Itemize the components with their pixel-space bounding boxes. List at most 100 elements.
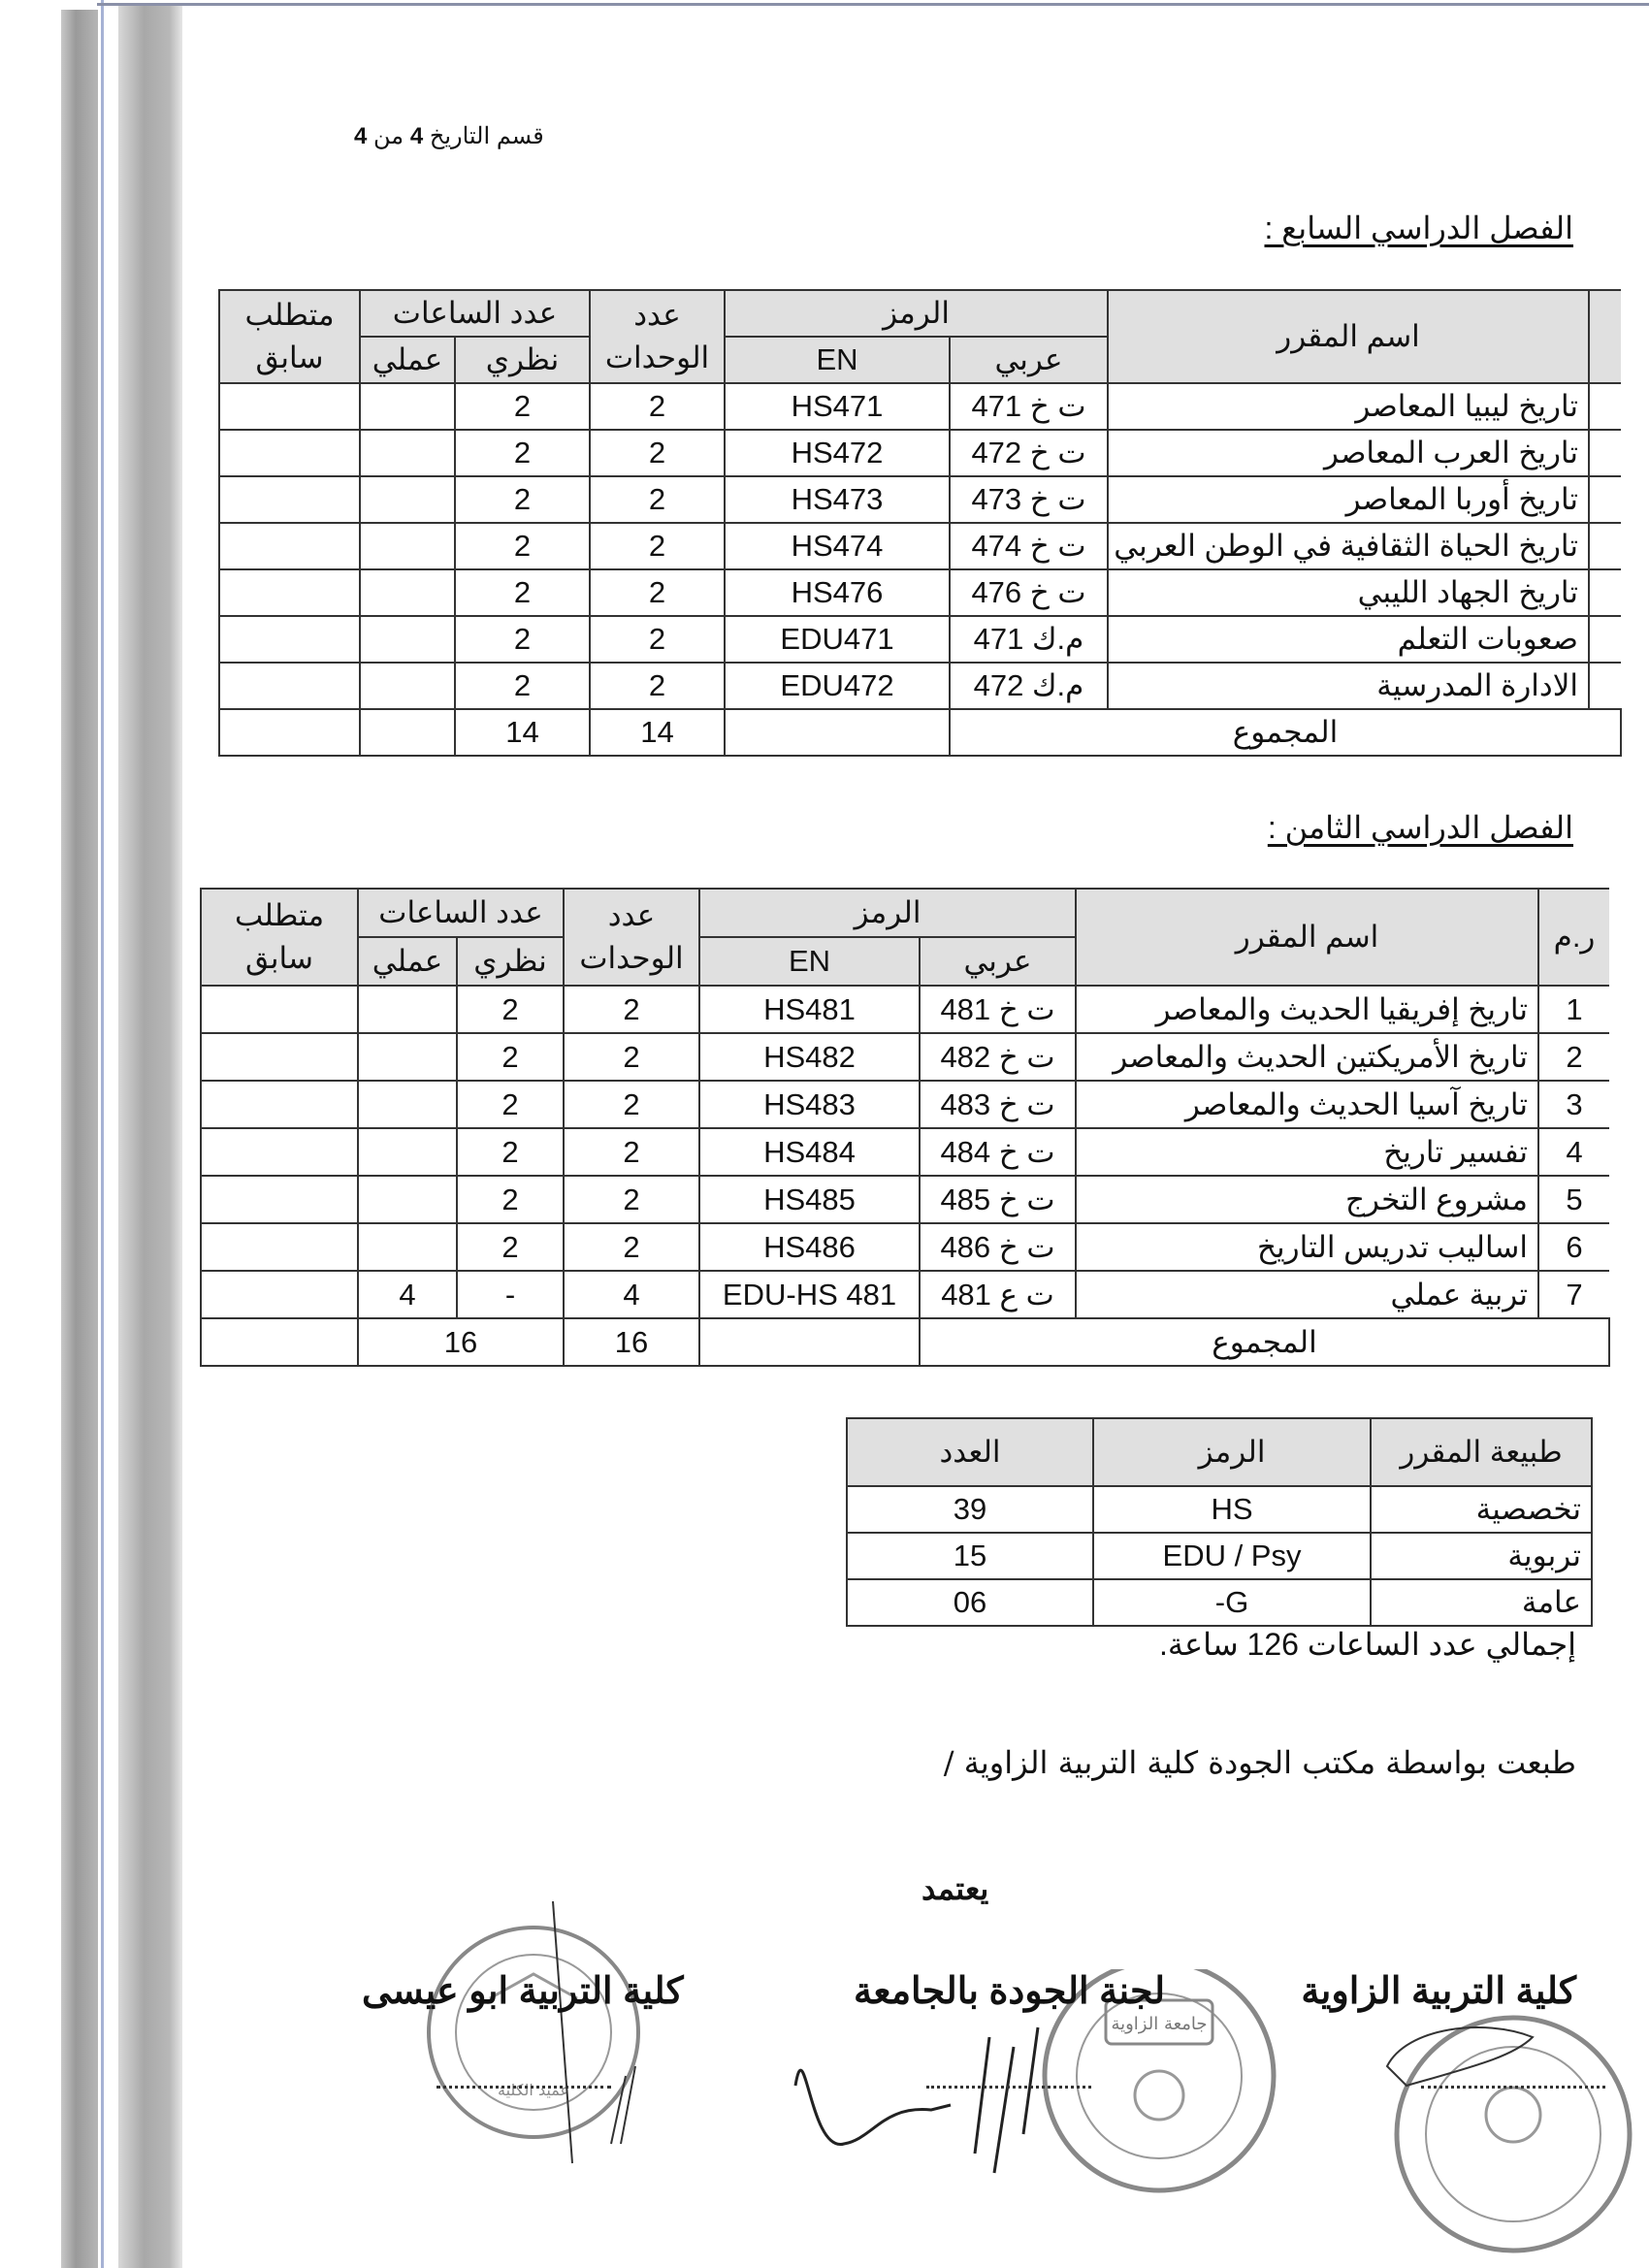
page-total: 4 — [354, 123, 368, 149]
table-header-row: اسم المقرر الرمز عدد الوحدات عدد الساعات متط… — [218, 289, 1622, 384]
scan-shadow-strip — [118, 6, 182, 2268]
course-prerequisite — [200, 1080, 359, 1129]
course-practical-hours — [358, 568, 457, 617]
course-theory-hours: 2 — [454, 382, 592, 431]
header-hours: عدد الساعات — [358, 289, 592, 338]
scan-edge-line — [101, 0, 104, 2268]
course-name: تاريخ الحياة الثقافية في الوطن العربي — [1107, 522, 1591, 570]
course-name: تاريخ إفريقيا الحديث والمعاصر — [1075, 985, 1540, 1034]
course-code-arabic: ت خ 474 — [949, 522, 1110, 570]
course-code-arabic: ت خ 482 — [919, 1032, 1078, 1082]
course-code-arabic: ت خ 473 — [949, 475, 1110, 524]
course-prerequisite — [218, 382, 361, 431]
summary-count: 39 — [846, 1485, 1094, 1534]
header-code-english: EN — [724, 336, 952, 384]
row-num: 1 — [1537, 985, 1610, 1034]
course-code-english: HS472 — [724, 429, 952, 477]
row-num: 6 — [1537, 1222, 1610, 1272]
course-prerequisite — [200, 1032, 359, 1082]
stamp-middle: جامعة الزاوية — [793, 1969, 1277, 2193]
course-code-arabic: ت ع 481 — [919, 1270, 1078, 1319]
course-practical-hours — [356, 985, 459, 1034]
header-practical: عملي — [358, 336, 457, 384]
course-theory-hours: 2 — [456, 1032, 566, 1082]
course-name: تاريخ ليبيا المعاصر — [1107, 382, 1591, 431]
course-code-english: HS476 — [724, 568, 952, 617]
course-code-english: HS486 — [698, 1222, 922, 1272]
course-practical-hours — [356, 1032, 459, 1082]
course-units: 2 — [563, 1222, 701, 1272]
course-name: تربية عملي — [1075, 1270, 1540, 1319]
summary-header-row: طبيعة المقرر الرمز العدد — [846, 1417, 1593, 1487]
course-code-arabic: ت خ 486 — [919, 1222, 1078, 1272]
course-name: صعوبات التعلم — [1107, 615, 1591, 664]
course-units: 2 — [589, 382, 727, 431]
totals-code-empty — [724, 708, 952, 757]
summary-header-code: الرمز — [1092, 1417, 1372, 1487]
course-practical-hours — [356, 1080, 459, 1129]
table-row: صعوبات التعلم م.ك 471 EDU471 2 2 — [218, 615, 1622, 664]
totals-practical-hours — [358, 708, 457, 757]
course-code-arabic: ت خ 471 — [949, 382, 1110, 431]
totals-row: المجموع 14 14 — [218, 708, 1623, 757]
course-code-arabic: ت خ 472 — [949, 429, 1110, 477]
summary-code: EDU / Psy — [1092, 1532, 1372, 1580]
header-units: عدد الوحدات — [589, 289, 727, 384]
course-code-english: HS482 — [698, 1032, 922, 1082]
course-prerequisite — [200, 1222, 359, 1272]
course-name: تاريخ العرب المعاصر — [1107, 429, 1591, 477]
course-code-arabic: م.ك 471 — [949, 615, 1110, 664]
course-practical-hours — [358, 429, 457, 477]
row-num: 5 — [1537, 1175, 1610, 1224]
header-prerequisite: متطلب سابق — [200, 888, 359, 987]
course-prerequisite — [218, 429, 361, 477]
course-code-english: EDU472 — [724, 662, 952, 710]
row-num — [1588, 662, 1622, 710]
row-num: 7 — [1537, 1270, 1610, 1319]
course-code-arabic: ت خ 484 — [919, 1127, 1078, 1177]
summary-type: تربوية — [1370, 1532, 1593, 1580]
signature-line — [436, 2086, 611, 2089]
course-code-english: HS483 — [698, 1080, 922, 1129]
header-num: ر.م — [1537, 888, 1610, 987]
course-practical-hours — [358, 522, 457, 570]
summary-type: تخصصية — [1370, 1485, 1593, 1534]
summary-code: G- — [1092, 1578, 1372, 1627]
totals-theory-hours: 14 — [454, 708, 592, 757]
course-units: 2 — [589, 429, 727, 477]
course-prerequisite — [218, 662, 361, 710]
summary-header-count: العدد — [846, 1417, 1094, 1487]
row-num — [1588, 615, 1622, 664]
header-theory: نظري — [454, 336, 592, 384]
course-theory-hours: 2 — [456, 1127, 566, 1177]
course-theory-hours: 2 — [454, 475, 592, 524]
stamp-right — [1385, 2015, 1633, 2253]
table-row: 6 اساليب تدريس التاريخ ت خ 486 HS486 2 2 — [200, 1222, 1610, 1272]
summary-row: تربوية EDU / Psy 15 — [846, 1532, 1593, 1580]
course-theory-hours: 2 — [456, 985, 566, 1034]
course-units: 2 — [563, 1032, 701, 1082]
page-header: قسم التاريخ 4 من 4 — [354, 122, 544, 150]
course-prerequisite — [200, 1175, 359, 1224]
signature-line — [1421, 2086, 1605, 2089]
summary-row: تخصصية HS 39 — [846, 1485, 1593, 1534]
course-theory-hours: 2 — [454, 568, 592, 617]
course-practical-hours — [356, 1222, 459, 1272]
semester-8-title: الفصل الدراسي الثامن : — [1267, 810, 1573, 845]
course-prerequisite — [218, 568, 361, 617]
course-code-english: HS485 — [698, 1175, 922, 1224]
header-code-arabic: عربي — [949, 336, 1110, 384]
course-prerequisite — [218, 522, 361, 570]
course-theory-hours: 2 — [454, 615, 592, 664]
course-theory-hours: 2 — [454, 522, 592, 570]
totals-label: المجموع — [949, 708, 1623, 757]
course-theory-hours: - — [456, 1270, 566, 1319]
semester-7-title: الفصل الدراسي السابع : — [1264, 211, 1573, 245]
header-code-arabic: عربي — [919, 936, 1078, 987]
summary-count: 06 — [846, 1578, 1094, 1627]
course-units: 2 — [563, 985, 701, 1034]
stamp-left: عميد الكلية — [427, 1901, 640, 2164]
summary-code: HS — [1092, 1485, 1372, 1534]
course-practical-hours — [358, 382, 457, 431]
course-practical-hours — [356, 1175, 459, 1224]
